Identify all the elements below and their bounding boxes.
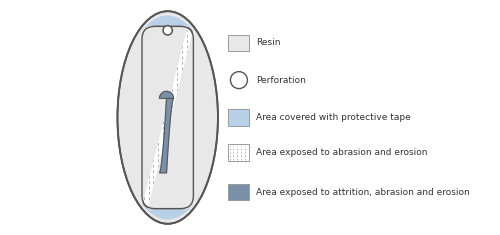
Circle shape <box>230 72 248 89</box>
FancyBboxPatch shape <box>228 109 250 126</box>
Polygon shape <box>148 31 216 209</box>
Text: Perforation: Perforation <box>256 76 306 85</box>
Ellipse shape <box>118 11 218 224</box>
FancyBboxPatch shape <box>142 26 194 209</box>
Polygon shape <box>120 26 187 204</box>
Circle shape <box>163 26 172 35</box>
Polygon shape <box>160 91 173 173</box>
FancyBboxPatch shape <box>228 35 250 51</box>
Text: Area covered with protective tape: Area covered with protective tape <box>256 113 411 122</box>
Text: Area exposed to attrition, abrasion and erosion: Area exposed to attrition, abrasion and … <box>256 188 470 197</box>
Text: Resin: Resin <box>256 38 281 47</box>
Ellipse shape <box>120 16 216 219</box>
Text: Area exposed to abrasion and erosion: Area exposed to abrasion and erosion <box>256 148 428 157</box>
FancyBboxPatch shape <box>228 184 250 200</box>
FancyBboxPatch shape <box>228 144 250 161</box>
